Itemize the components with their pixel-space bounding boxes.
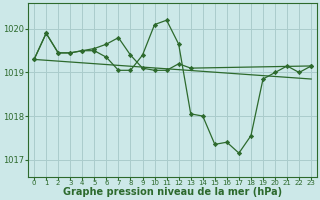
X-axis label: Graphe pression niveau de la mer (hPa): Graphe pression niveau de la mer (hPa) <box>63 187 282 197</box>
